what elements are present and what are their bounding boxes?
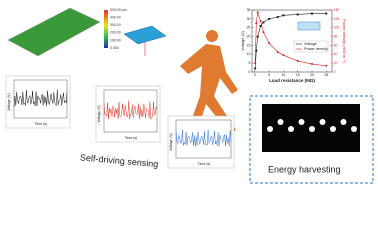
panel-y-label: Voltage (V) (7, 93, 11, 110)
point (256, 11, 259, 14)
y-tick-label: 10 (247, 52, 251, 56)
point (255, 49, 258, 52)
point (259, 24, 262, 27)
y2-tick-label: 80 (334, 34, 338, 38)
led (298, 119, 305, 125)
surface-plot (7, 7, 101, 57)
point (268, 17, 271, 20)
graphical-abstract: Self-driving sensing Energy harvesting 5… (5, 7, 374, 184)
point (311, 12, 313, 15)
y2-axis-label: Power density (mW m⁻²) (342, 19, 347, 64)
legend-label: Power density (304, 47, 328, 51)
led (267, 126, 273, 132)
point (296, 13, 299, 16)
harvesting-title: Energy harvesting (268, 164, 341, 174)
x-tick-label: 15 (296, 73, 300, 77)
x-tick-label: 0 (254, 73, 256, 77)
y2-tick-label: 40 (334, 52, 338, 56)
y-tick-label: 5 (249, 61, 251, 65)
colorbar (104, 10, 108, 48)
x-axis-label: Load resistance (MΩ) (269, 78, 315, 83)
colorbar-label: 100.00 (110, 38, 121, 42)
panel-y-label: Voltage (V) (97, 105, 101, 122)
point (282, 14, 285, 17)
panel-x-label: Time (s) (35, 122, 48, 126)
point (268, 42, 271, 45)
y-tick-label: 30 (247, 17, 251, 21)
y2-tick-label: 100 (334, 26, 340, 30)
y-tick-label: 15 (247, 43, 251, 47)
x-tick-label: 5 (268, 73, 270, 77)
point (255, 22, 258, 25)
y-tick-label: 35 (247, 8, 251, 12)
panel-x-label: Time (s) (198, 162, 211, 166)
panel-axes (13, 79, 68, 119)
led (288, 126, 294, 132)
point (325, 64, 328, 67)
led (319, 119, 326, 125)
y2-tick-label: 120 (334, 17, 340, 21)
signal-trace (13, 89, 68, 107)
led (277, 119, 284, 125)
y2-tick-label: 60 (334, 43, 338, 47)
y2-tick-label: 140 (334, 8, 340, 12)
y-tick-label: 0 (249, 70, 251, 74)
y2-tick-label: 0 (334, 70, 336, 74)
colorbar-label: 200.00 (110, 31, 121, 35)
y2-tick-label: 20 (334, 61, 338, 65)
point (256, 35, 259, 38)
point (296, 59, 299, 62)
x-tick-label: 20 (310, 73, 314, 77)
y-tick-label: 25 (247, 26, 251, 30)
y-axis-label: Voltage (V) (240, 30, 245, 50)
point (259, 20, 262, 23)
panel-x-label: Time (s) (125, 136, 138, 140)
point (254, 62, 257, 65)
point (254, 67, 257, 70)
x-tick-label: 10 (281, 73, 285, 77)
point (325, 12, 328, 15)
point (276, 16, 279, 19)
y-tick-label: 20 (247, 34, 251, 38)
runner (168, 30, 238, 150)
point (282, 54, 285, 57)
point (276, 51, 279, 54)
led (309, 126, 315, 132)
film-sheet (123, 25, 167, 45)
led (351, 126, 357, 132)
signal-trace (103, 100, 158, 121)
panel-y-label: Voltage (V) (169, 133, 173, 150)
panel-axes (103, 89, 158, 133)
point (262, 31, 265, 34)
led (330, 126, 336, 132)
inset-device (297, 21, 321, 31)
colorbar-label: 0.000 (110, 46, 119, 50)
legend-box (293, 40, 329, 53)
point (311, 63, 313, 66)
harvest-frame (249, 95, 374, 184)
legend-label: Voltage (304, 42, 317, 46)
x-tick-label: 25 (324, 73, 328, 77)
plot-frame (251, 9, 333, 73)
panel (5, 75, 71, 129)
point (262, 21, 265, 24)
colorbar-label: 300.00 (110, 23, 121, 27)
colorbar-label: 500.00 μm (110, 8, 127, 12)
signal-trace (175, 129, 232, 147)
colorbar-label: 400.00 (110, 16, 121, 20)
led (340, 119, 347, 125)
